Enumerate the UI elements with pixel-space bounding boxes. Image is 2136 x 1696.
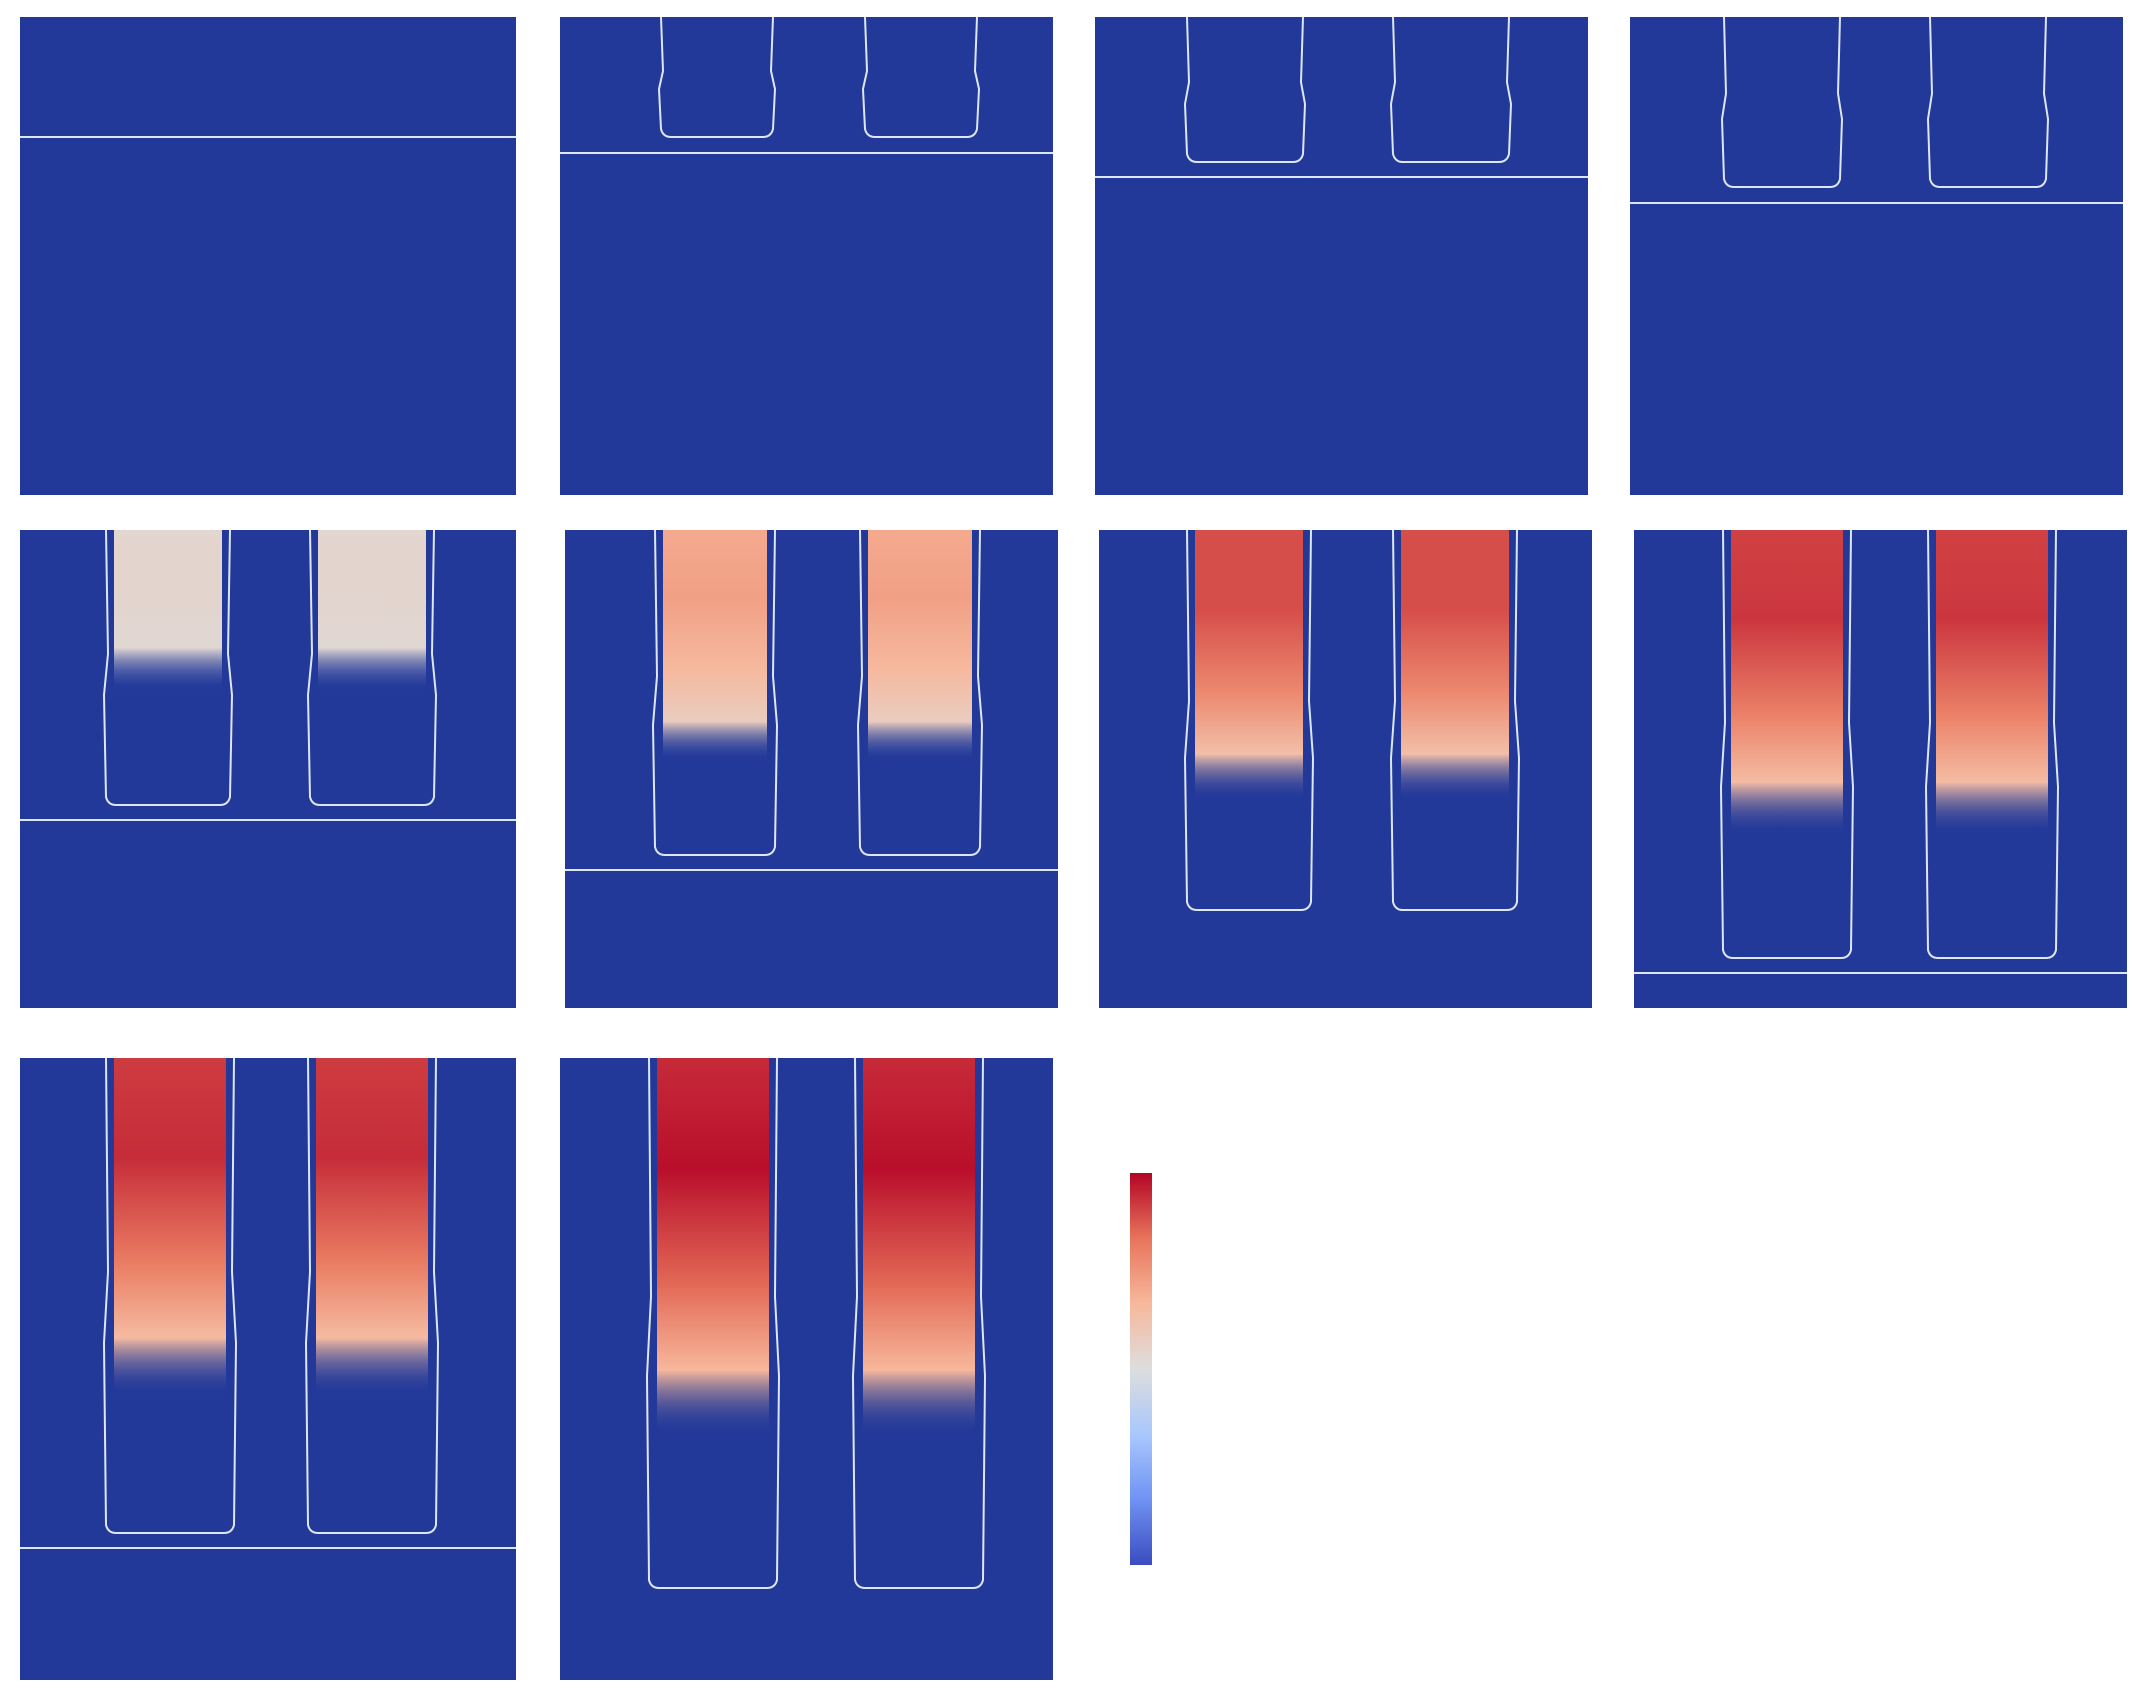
heat-plume xyxy=(1936,530,2048,937)
heat-plume xyxy=(1731,530,1843,937)
colorbar xyxy=(1130,1173,1152,1565)
channel-outline xyxy=(102,530,234,806)
panel-background xyxy=(560,17,1053,495)
panel-background xyxy=(565,530,1058,1008)
simulation-panel-3 xyxy=(1095,17,1588,495)
simulation-panel-6 xyxy=(565,530,1058,1008)
heat-plume xyxy=(657,1058,769,1562)
channel-outline xyxy=(1926,17,2050,188)
channel-outline xyxy=(1924,530,2060,959)
simulation-panel-7 xyxy=(1099,530,1592,1008)
heat-plume xyxy=(1401,530,1509,891)
panel-background xyxy=(20,1058,516,1680)
channel-outline xyxy=(1183,17,1307,163)
panel-background xyxy=(20,17,516,495)
panel-background xyxy=(20,530,516,1008)
channel-outline xyxy=(861,17,981,138)
channel-outline xyxy=(1389,530,1521,911)
channel-outline xyxy=(657,17,777,138)
channel-outline xyxy=(1719,530,1855,959)
channel-outline xyxy=(1389,17,1513,163)
heat-plume xyxy=(316,1058,428,1510)
panel-background xyxy=(1630,17,2123,495)
simulation-panel-1 xyxy=(20,17,516,495)
heat-plume xyxy=(114,530,222,792)
heat-plume xyxy=(868,530,972,839)
channel-outline xyxy=(304,1058,440,1534)
heat-plume xyxy=(114,1058,226,1510)
panel-background xyxy=(1099,530,1592,1008)
simulation-panel-2 xyxy=(560,17,1053,495)
simulation-panel-4 xyxy=(1630,17,2123,495)
heat-plume xyxy=(863,1058,975,1562)
simulation-panel-8 xyxy=(1634,530,2127,1008)
panel-background xyxy=(1095,17,1588,495)
heat-plume xyxy=(1195,530,1303,891)
heat-plume xyxy=(663,530,767,839)
simulation-panel-5 xyxy=(20,530,516,1008)
channel-outline xyxy=(1183,530,1315,911)
channel-outline xyxy=(645,1058,781,1589)
simulation-panel-9 xyxy=(20,1058,516,1680)
channel-outline xyxy=(1720,17,1844,188)
channel-outline xyxy=(856,530,984,856)
channel-outline xyxy=(102,1058,238,1534)
simulation-panel-10 xyxy=(560,1058,1053,1680)
channel-outline xyxy=(851,1058,987,1589)
channel-outline xyxy=(651,530,779,856)
panel-background xyxy=(1634,530,2127,1008)
channel-outline xyxy=(306,530,438,806)
heat-plume xyxy=(318,530,426,792)
colorbar-gradient xyxy=(1130,1173,1152,1565)
